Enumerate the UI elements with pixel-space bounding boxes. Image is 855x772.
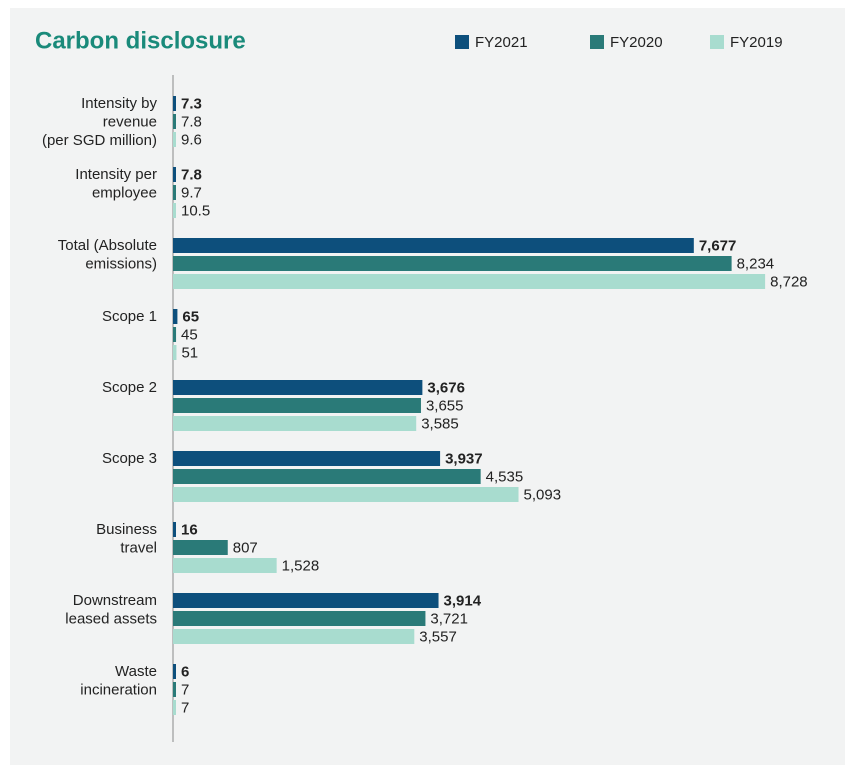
- chart-title: Carbon disclosure: [35, 27, 246, 54]
- value-label: 3,585: [421, 415, 459, 432]
- category-label: Intensity per: [75, 166, 157, 183]
- value-label: 3,676: [427, 379, 465, 396]
- category-label: revenue: [103, 113, 157, 130]
- value-label: 807: [233, 539, 258, 556]
- value-label: 3,721: [430, 610, 468, 627]
- value-label: 3,937: [445, 450, 483, 467]
- bar: [173, 664, 176, 679]
- value-label: 3,655: [426, 397, 464, 414]
- bar: [173, 96, 176, 111]
- category-label: Scope 3: [102, 450, 157, 467]
- value-label: 5,093: [524, 486, 562, 503]
- bar: [173, 203, 176, 218]
- bar: [173, 256, 732, 271]
- category-label: Downstream: [73, 592, 157, 609]
- legend-label: FY2019: [730, 34, 783, 51]
- bar: [173, 558, 277, 573]
- bar: [173, 238, 694, 253]
- category-label: Scope 1: [102, 308, 157, 325]
- bar: [173, 327, 177, 342]
- bar: [173, 451, 441, 466]
- value-label: 4,535: [486, 468, 524, 485]
- category-label: Waste: [115, 663, 157, 680]
- category-label: emissions): [85, 255, 157, 272]
- category-label: incineration: [80, 681, 157, 698]
- value-label: 9.6: [181, 131, 202, 148]
- legend-swatch: [710, 35, 724, 49]
- legend-label: FY2020: [610, 34, 663, 51]
- category-label: Scope 2: [102, 379, 157, 396]
- value-label: 7.8: [181, 166, 202, 183]
- value-label: 7.8: [181, 113, 202, 130]
- bar: [173, 629, 415, 644]
- category-label: leased assets: [65, 610, 157, 627]
- bar: [173, 309, 178, 324]
- bar: [173, 611, 426, 626]
- value-label: 8,728: [770, 273, 808, 290]
- bar: [173, 469, 481, 484]
- bar: [173, 487, 519, 502]
- category-label: Business: [96, 521, 157, 538]
- bar: [173, 700, 176, 715]
- value-label: 8,234: [737, 255, 775, 272]
- value-label: 65: [182, 308, 199, 325]
- bar: [173, 274, 766, 289]
- value-label: 7: [181, 699, 189, 716]
- legend-label: FY2021: [475, 34, 528, 51]
- legend-swatch: [590, 35, 604, 49]
- bar: [173, 114, 176, 129]
- category-label: (per SGD million): [42, 132, 157, 149]
- category-label: travel: [120, 539, 157, 556]
- value-label: 1,528: [282, 557, 320, 574]
- legend-swatch: [455, 35, 469, 49]
- value-label: 3,557: [419, 628, 457, 645]
- category-label: employee: [92, 184, 157, 201]
- bar: [173, 398, 421, 413]
- bar: [173, 345, 177, 360]
- bar: [173, 132, 176, 147]
- panel: [10, 8, 845, 765]
- value-label: 3,914: [444, 592, 482, 609]
- value-label: 9.7: [181, 184, 202, 201]
- bar: [173, 380, 423, 395]
- bar: [173, 522, 176, 537]
- value-label: 16: [181, 521, 198, 538]
- bar: [173, 167, 176, 182]
- bar: [173, 682, 176, 697]
- bar: [173, 416, 417, 431]
- value-label: 6: [181, 663, 189, 680]
- value-label: 7,677: [699, 237, 737, 254]
- value-label: 45: [181, 326, 198, 343]
- bar: [173, 185, 176, 200]
- value-label: 7: [181, 681, 189, 698]
- category-label: Total (Absolute: [58, 237, 157, 254]
- bar: [173, 593, 439, 608]
- value-label: 7.3: [181, 95, 202, 112]
- value-label: 51: [181, 344, 198, 361]
- value-label: 10.5: [181, 202, 210, 219]
- bar: [173, 540, 228, 555]
- category-label: Intensity by: [81, 95, 157, 112]
